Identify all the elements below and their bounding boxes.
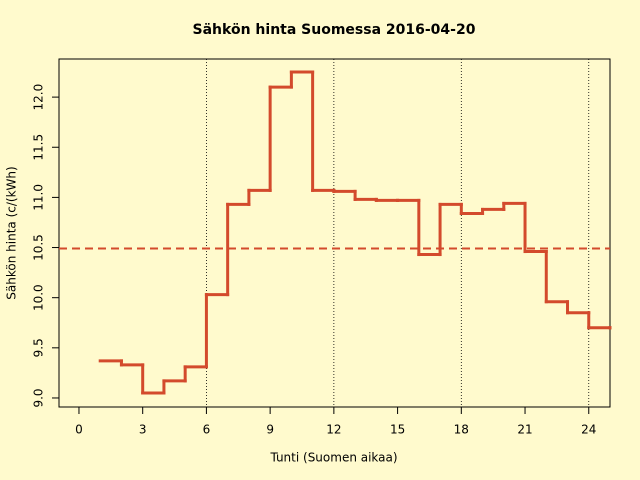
x-tick-label: 18 (454, 423, 469, 437)
y-axis-label: Sähkön hinta (c/(kWh) (5, 166, 19, 299)
y-tick-label: 10.0 (32, 284, 46, 311)
chart-title: Sähkön hinta Suomessa 2016-04-20 (193, 22, 476, 38)
y-tick-label: 11.5 (32, 134, 46, 161)
y-tick-label: 10.5 (32, 234, 46, 261)
x-tick-label: 24 (581, 423, 596, 437)
x-tick-label: 12 (326, 423, 341, 437)
y-tick-label: 11.0 (32, 184, 46, 211)
x-tick-label: 21 (517, 423, 532, 437)
y-tick-label: 12.0 (32, 84, 46, 111)
x-tick-label: 6 (203, 423, 211, 437)
x-tick-label: 9 (266, 423, 274, 437)
y-tick-label: 9.0 (32, 388, 46, 407)
y-tick-label: 9.5 (32, 338, 46, 357)
x-tick-label: 0 (75, 423, 83, 437)
x-axis-label: Tunti (Suomen aikaa) (269, 451, 397, 465)
plot-frame (58, 58, 611, 408)
x-tick-label: 15 (390, 423, 405, 437)
x-tick-label: 3 (139, 423, 147, 437)
